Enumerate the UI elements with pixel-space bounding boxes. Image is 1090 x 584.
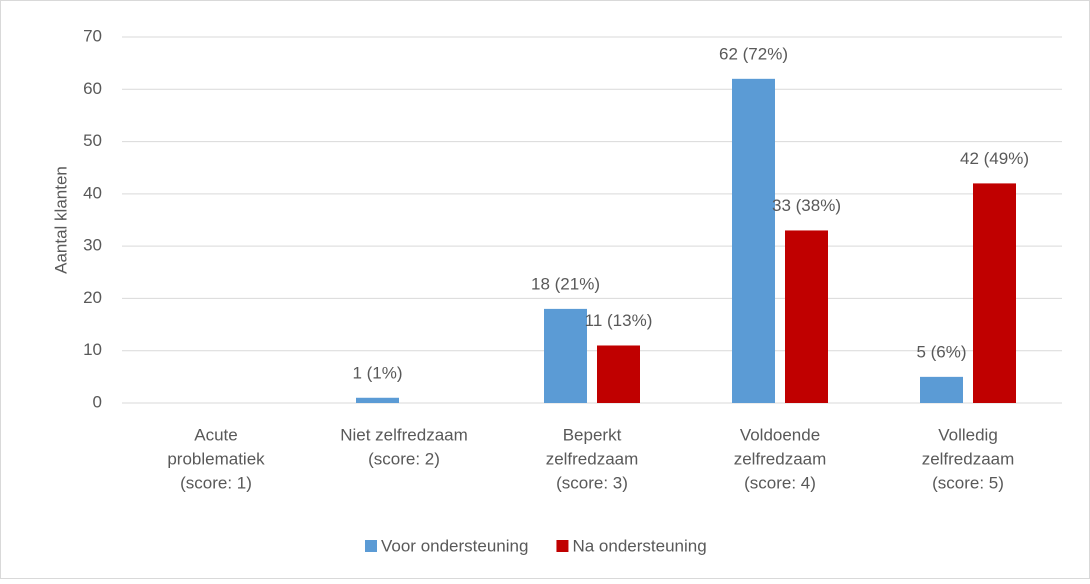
x-tick-label: (score: 2) [368,449,440,468]
legend-label: Voor ondersteuning [381,536,528,555]
x-tick-label: Voldoende [740,425,820,444]
bar [732,78,775,403]
legend-swatch [556,540,569,552]
data-label: 62 (72%) [719,44,788,63]
y-tick-label: 20 [83,288,102,307]
y-tick-label: 70 [83,26,102,45]
x-tick-label: Acute [194,425,237,444]
y-tick-label: 10 [83,340,102,359]
x-tick-label: zelfredzaam [546,449,639,468]
bar [356,397,399,403]
x-tick-label: Beperkt [563,425,622,444]
x-tick-label: (score: 1) [180,473,252,492]
x-tick-label: (score: 5) [932,473,1004,492]
data-label: 5 (6%) [916,342,966,361]
data-label: 42 (49%) [960,149,1029,168]
y-axis-title: Aantal klanten [51,166,70,274]
x-tick-label: zelfredzaam [734,449,827,468]
data-label: 33 (38%) [772,196,841,215]
y-tick-label: 0 [93,392,102,411]
x-tick-label: zelfredzaam [922,449,1015,468]
y-tick-label: 40 [83,183,102,202]
bar [920,376,963,403]
legend-swatch [365,540,377,552]
data-label: 11 (13%) [585,311,653,330]
bar [544,308,587,403]
bar [973,183,1016,403]
y-tick-label: 30 [83,236,102,255]
x-tick-label: Niet zelfredzaam [340,425,468,444]
data-label: 1 (1%) [352,363,402,382]
x-tick-label: (score: 4) [744,473,816,492]
y-tick-label: 60 [83,79,102,98]
legend-label: Na ondersteuning [572,536,706,555]
x-tick-label: Volledig [938,425,998,444]
data-label: 18 (21%) [531,274,600,293]
bar [785,230,828,403]
y-tick-label: 50 [83,131,102,150]
bar [597,345,640,403]
x-tick-label: (score: 3) [556,473,628,492]
x-tick-label: problematiek [167,449,265,468]
